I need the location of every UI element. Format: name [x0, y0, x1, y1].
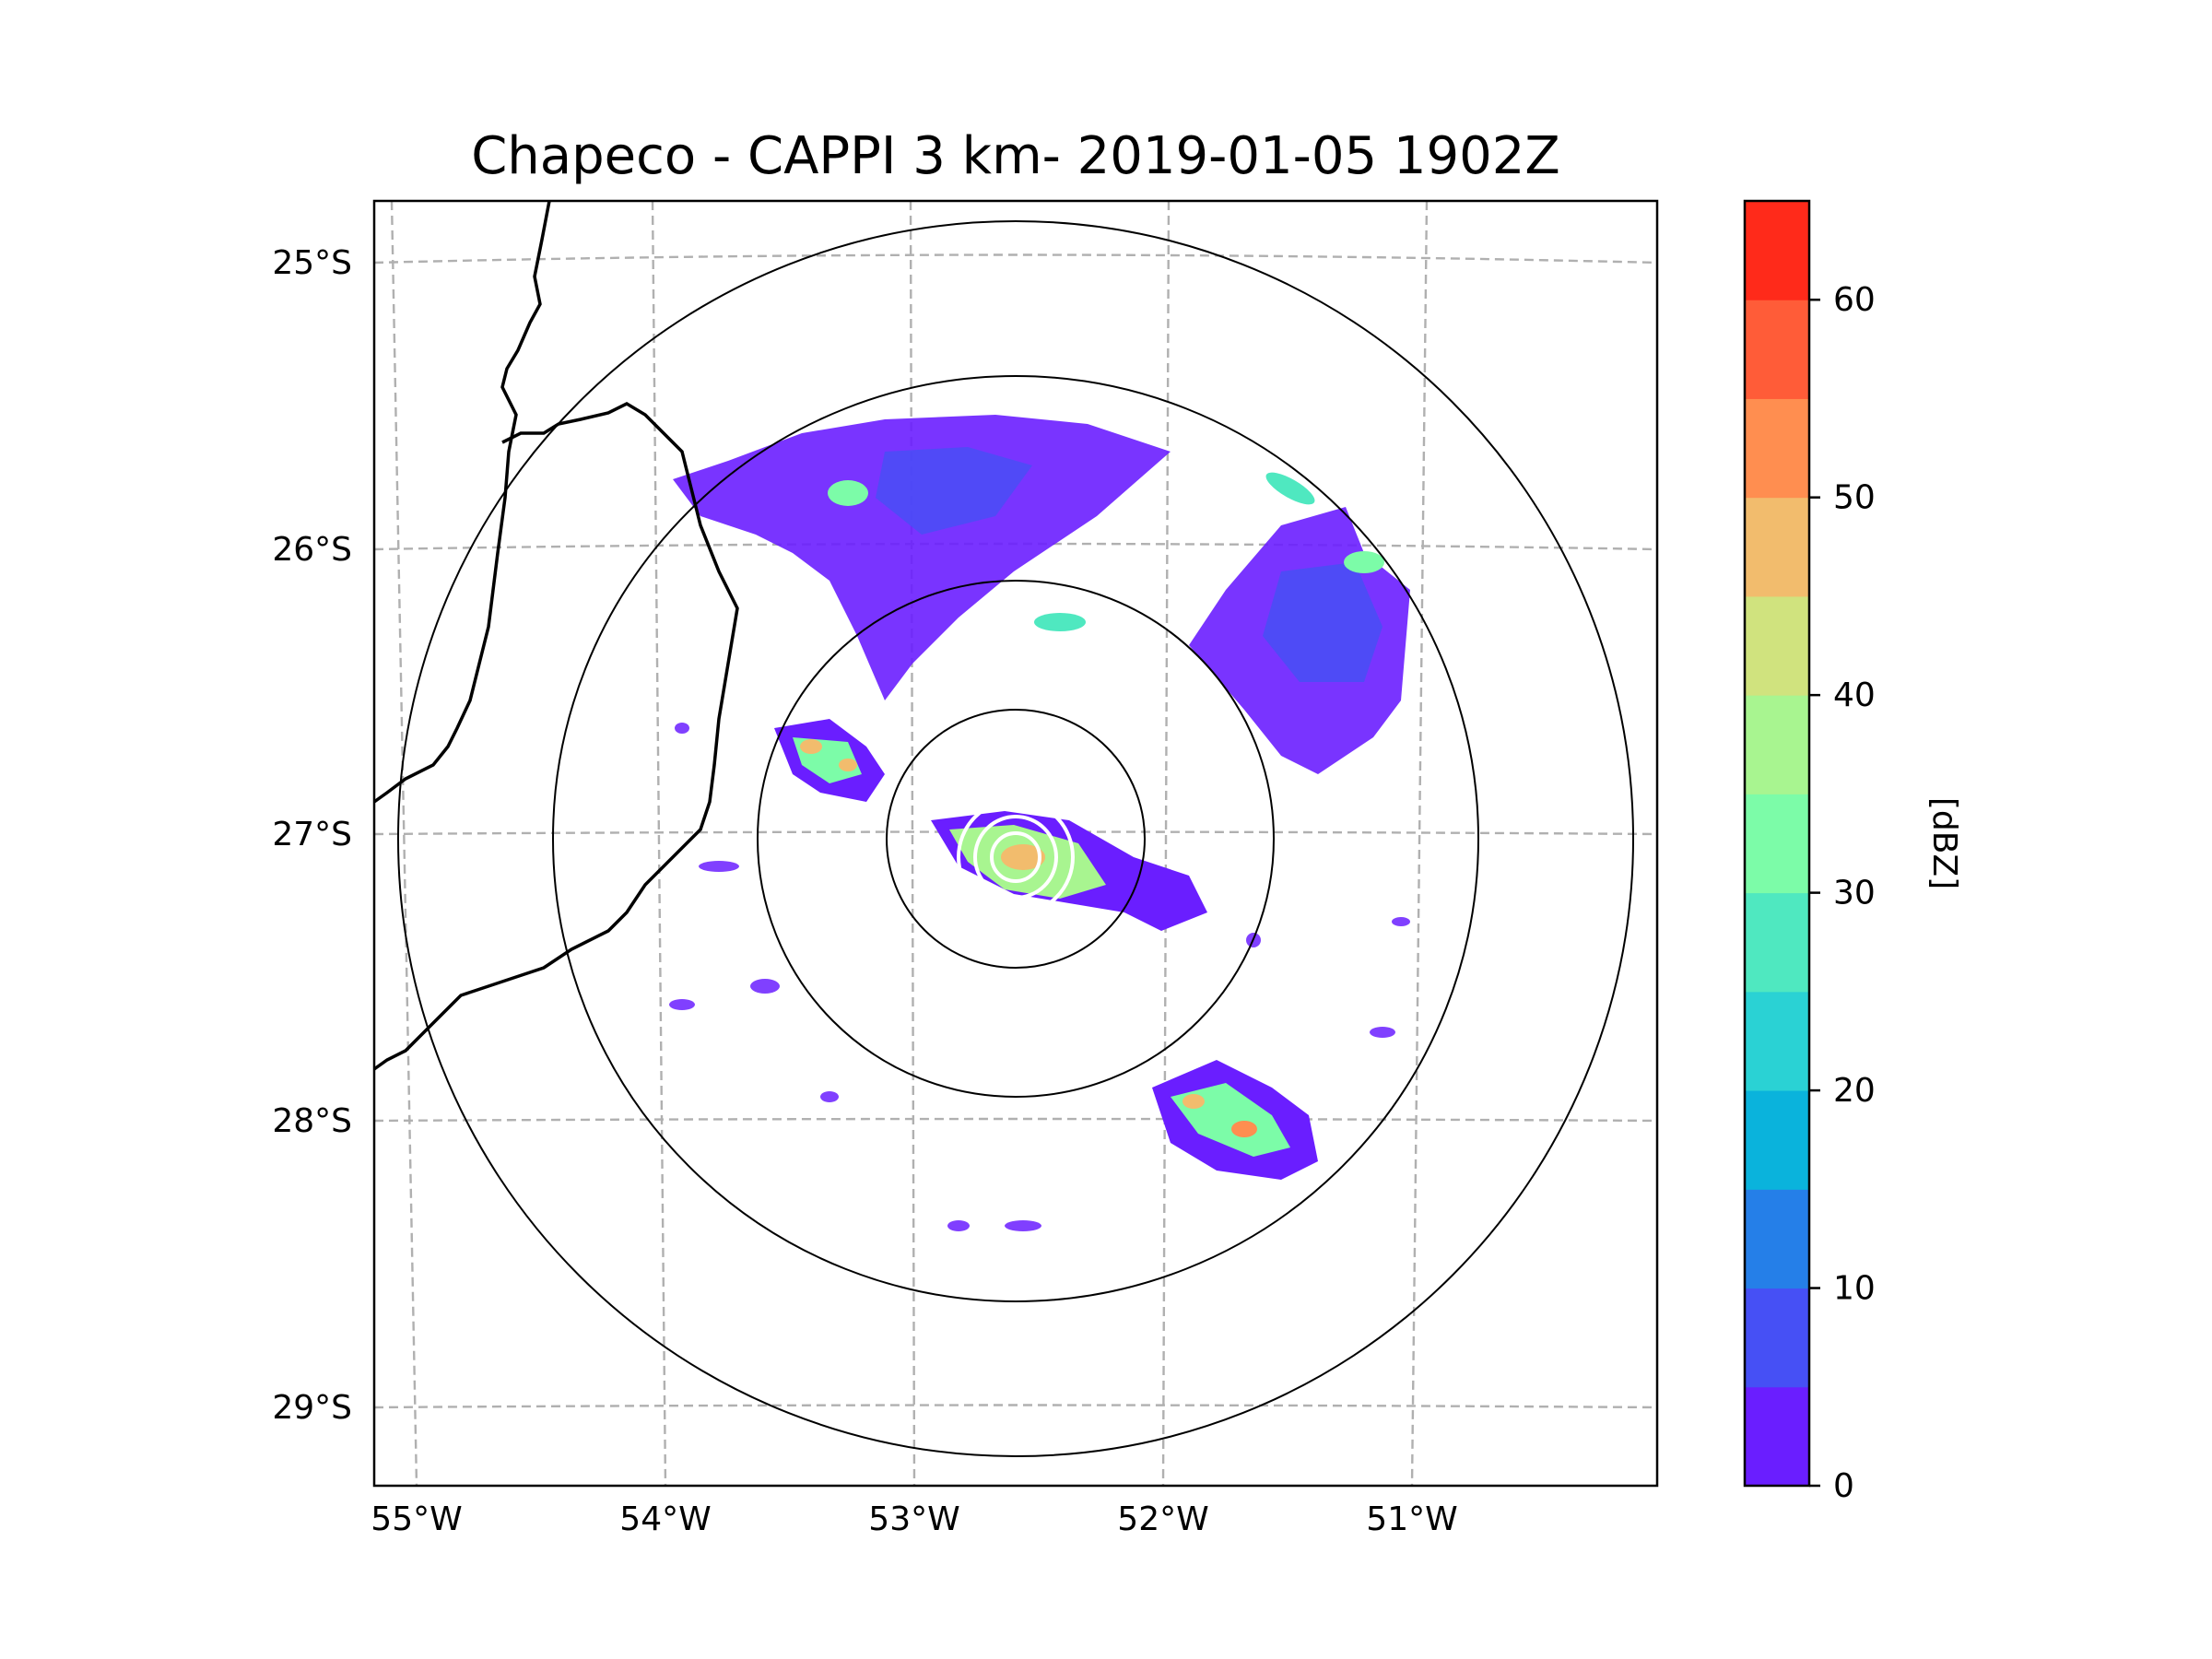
map-frame: [372, 199, 1659, 1488]
colorbar-tick-label: 40: [1833, 677, 1876, 714]
range-ring-150km: [552, 375, 1479, 1302]
y-tick-label: 28°S: [272, 1102, 352, 1140]
map-area: [374, 201, 1657, 1486]
colorbar-segment: [1745, 695, 1809, 794]
meridian-51w: [1410, 201, 1429, 1486]
reflectivity-echoes: [669, 415, 1410, 1231]
x-tick-label: 52°W: [1117, 1500, 1208, 1538]
parallel-25s: [374, 253, 1657, 265]
range-ring-200km: [397, 220, 1634, 1457]
parallel-28s: [374, 1117, 1657, 1123]
colorbar-tick-label: 60: [1833, 281, 1876, 319]
range-ring-50km: [886, 709, 1146, 969]
x-axis-ticks: 55°W 54°W 53°W 52°W 51°W: [371, 1500, 1457, 1538]
parallel-29s: [374, 1404, 1657, 1409]
colorbar-segment: [1745, 1090, 1809, 1190]
range-ring-100km: [757, 580, 1275, 1098]
colorbar-tick-label: 10: [1833, 1270, 1876, 1308]
colorbar-ticks: 0 10 20 30 40 50 60: [1809, 281, 1876, 1505]
y-tick-label: 26°S: [272, 531, 352, 569]
colorbar-tick-label: 30: [1833, 875, 1876, 912]
chart-title: Chapeco - CAPPI 3 km- 2019-01-05 1902Z: [471, 126, 1560, 186]
x-tick-label: 55°W: [371, 1500, 462, 1538]
colorbar-segment: [1745, 1189, 1809, 1289]
meridian-54w: [651, 201, 667, 1486]
colorbar-tick-label: 20: [1833, 1072, 1876, 1110]
colorbar-segment: [1745, 991, 1809, 1091]
colorbar-segment: [1745, 595, 1809, 696]
colorbar-segment: [1745, 398, 1809, 499]
echo-north-band: [673, 415, 1171, 700]
x-tick-label: 51°W: [1366, 1500, 1457, 1538]
meridian-52w: [1161, 201, 1171, 1486]
meridian-53w: [909, 201, 916, 1486]
y-tick-label: 27°S: [272, 816, 352, 853]
y-axis-ticks: 25°S 26°S 27°S 28°S 29°S: [272, 244, 352, 1427]
colorbar-frame: [1743, 199, 1811, 1488]
echo-center-cluster: [931, 798, 1207, 931]
y-tick-label: 29°S: [272, 1389, 352, 1427]
border-brazil-argentina: [374, 402, 739, 1071]
colorbar-label: [dBZ]: [1925, 797, 1963, 889]
colorbar-tick-label: 0: [1833, 1467, 1854, 1505]
meridian-55w: [390, 201, 418, 1486]
echo-scattered: [669, 723, 1410, 1231]
echo-northeast-cell: [1189, 472, 1410, 774]
x-tick-label: 53°W: [868, 1500, 959, 1538]
colorbar-segment: [1745, 1288, 1809, 1388]
echo-west-cell: [774, 719, 885, 802]
echo-southeast-cell: [1152, 1060, 1318, 1180]
colorbar-segment: [1745, 794, 1809, 894]
range-rings: [397, 220, 1634, 1457]
colorbar-segment: [1745, 1386, 1809, 1487]
x-tick-label: 54°W: [619, 1500, 711, 1538]
colorbar: 0 10 20 30 40 50 60 [dBZ]: [1743, 199, 1963, 1505]
y-tick-label: 25°S: [272, 244, 352, 282]
colorbar-tick-label: 50: [1833, 479, 1876, 517]
border-paraguay-argentina: [374, 201, 551, 804]
colorbar-segment: [1745, 497, 1809, 597]
colorbar-segment: [1745, 892, 1809, 993]
colorbar-segment: [1745, 300, 1809, 399]
colorbar-segments: [1745, 201, 1809, 1487]
colorbar-segment: [1745, 201, 1809, 300]
political-borders: [374, 201, 739, 1071]
